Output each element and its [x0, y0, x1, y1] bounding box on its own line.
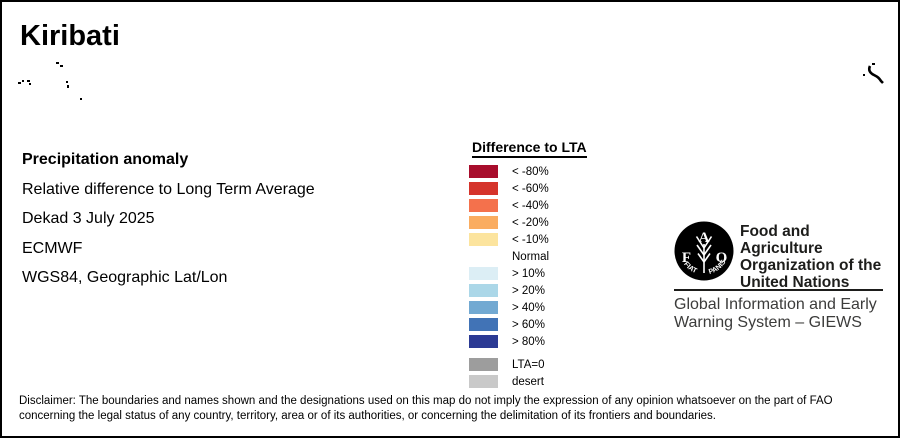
fao-name-line: United Nations: [740, 274, 850, 291]
legend-swatch: [469, 250, 498, 263]
island-dot: [67, 85, 69, 88]
legend-swatch: [469, 284, 498, 297]
fao-logo-letter-o: O: [716, 250, 728, 266]
legend-label: < -10%: [512, 233, 549, 246]
legend-row: > 10%: [469, 267, 587, 280]
fao-logo-letter-a: A: [699, 230, 710, 246]
legend-row: < -60%: [469, 182, 587, 195]
legend-swatch: [469, 199, 498, 212]
legend-swatch: [469, 358, 498, 371]
fao-name-line: Organization of the: [740, 257, 882, 274]
giews-line: Warning System – GIEWS: [674, 313, 862, 331]
fao-logo-wheat-ear: [695, 236, 713, 273]
legend-label: Normal: [512, 250, 550, 263]
legend-label: > 20%: [512, 284, 545, 297]
fao-organization-name: Food and Agriculture Organization of the…: [740, 223, 886, 291]
island-dot: [27, 80, 30, 82]
legend-rows: < -80% < -60% < -40% < -20% < -10% Normal > 10…: [469, 165, 587, 348]
page-title: Kiribati: [20, 20, 120, 52]
legend-swatch: [469, 233, 498, 246]
legend-swatch: [469, 375, 498, 388]
legend: Difference to LTA < -80% < -60% < -40% < -2…: [469, 139, 587, 392]
legend-row: > 40%: [469, 301, 587, 314]
giews-line: Global Information and Early: [674, 296, 877, 313]
legend-label: > 80%: [512, 335, 545, 348]
island-dot: [872, 63, 875, 65]
map-info-line: ECMWF: [22, 239, 83, 257]
legend-swatch: [469, 267, 498, 280]
fao-logo-icon: A F O FIAT PANIS: [674, 221, 734, 281]
legend-swatch: [469, 182, 498, 195]
map-info-block: Precipitation anomaly Relative differenc…: [22, 145, 315, 293]
legend-swatch: [469, 318, 498, 331]
island-dot: [22, 80, 24, 82]
legend-swatch: [469, 165, 498, 178]
legend-row: Normal: [469, 250, 587, 263]
legend-row: > 60%: [469, 318, 587, 331]
legend-label: < -20%: [512, 216, 549, 229]
disclaimer-line: Disclaimer: The boundaries and names sho…: [19, 395, 833, 407]
legend-label: < -60%: [512, 182, 549, 195]
legend-extra-rows: LTA=0 desert: [469, 358, 587, 388]
fao-logo-letter-f: F: [682, 250, 691, 266]
legend-row: > 80%: [469, 335, 587, 348]
island-dot: [60, 65, 63, 67]
legend-label: < -80%: [512, 165, 549, 178]
legend-label: > 60%: [512, 318, 545, 331]
legend-label: < -40%: [512, 199, 549, 212]
giews-label: Global Information and Early Warning Sys…: [674, 296, 877, 331]
fao-name-line: Food and Agriculture: [740, 223, 823, 257]
island-dot: [80, 98, 82, 100]
disclaimer-line: concerning the legal status of any count…: [19, 410, 716, 422]
island-dot: [863, 74, 865, 76]
legend-swatch: [469, 301, 498, 314]
island-kiritimati-outline: [867, 65, 884, 84]
legend-row: > 20%: [469, 284, 587, 297]
legend-swatch: [469, 335, 498, 348]
legend-label: LTA=0: [512, 358, 545, 371]
disclaimer-text: Disclaimer: The boundaries and names sho…: [19, 394, 891, 424]
map-info-line: Relative difference to Long Term Average: [22, 180, 315, 198]
legend-title: Difference to LTA: [472, 139, 587, 158]
legend-row: < -20%: [469, 216, 587, 229]
fao-branding-block: A F O FIAT PANIS Food and Ag: [674, 220, 886, 340]
legend-row: desert: [469, 375, 587, 388]
legend-row: < -80%: [469, 165, 587, 178]
legend-label: > 40%: [512, 301, 545, 314]
island-dot: [66, 81, 68, 83]
legend-row: < -40%: [469, 199, 587, 212]
legend-label: > 10%: [512, 267, 545, 280]
map-info-line: Dekad 3 July 2025: [22, 210, 155, 227]
legend-row: LTA=0: [469, 358, 587, 371]
legend-swatch: [469, 216, 498, 229]
island-dot: [56, 62, 59, 64]
island-dot: [18, 82, 21, 84]
fao-divider-line: [674, 289, 883, 291]
map-info-heading: Precipitation anomaly: [22, 151, 189, 168]
legend-label: desert: [512, 375, 544, 388]
island-dot: [29, 83, 31, 85]
legend-row: < -10%: [469, 233, 587, 246]
map-info-line: WGS84, Geographic Lat/Lon: [22, 269, 228, 286]
